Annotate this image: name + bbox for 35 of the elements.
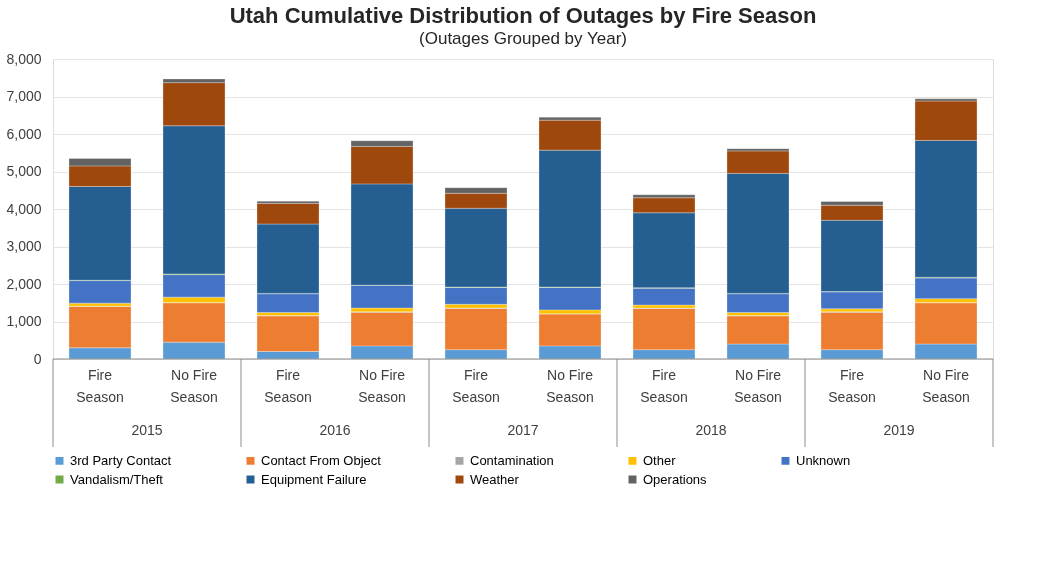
legend-label: Unknown (796, 452, 851, 468)
legend-label: Contact From Object (261, 452, 382, 468)
legend-label: Equipment Failure (261, 471, 367, 487)
y-tick-label: 5,000 (6, 163, 42, 179)
x-tick-label: No Fire Season (170, 367, 218, 405)
text: 2015 (131, 422, 163, 438)
text: 2019 (883, 422, 915, 438)
x-tick-label: Fire Season (640, 367, 688, 405)
legend-label: Weather (470, 471, 520, 487)
legend-label: Other (643, 452, 677, 468)
y-tick-label: 2,000 (6, 275, 42, 292)
y-tick-label: 0 (33, 350, 42, 367)
text: 2016 (319, 422, 351, 438)
legend-label: 3rd Party Contact (70, 452, 172, 468)
chart-title: Utah Cumulative Distribution of Outages by Fire Season (229, 3, 817, 28)
x-tick-label: Fire Season (264, 367, 312, 405)
y-tick-label: 3,000 (6, 238, 42, 254)
text: 2018 (695, 422, 727, 438)
y-tick-label: 1,000 (6, 313, 42, 329)
x-tick-label: No Fire Season (734, 367, 782, 405)
x-tick-label: Fire Season (828, 367, 876, 405)
text: 2017 (507, 422, 539, 438)
y-tick-label: 8,000 (6, 50, 42, 67)
chart-subtitle: (Outages Grouped by Year) (419, 29, 627, 48)
legend-label: Vandalism/Theft (70, 471, 164, 487)
x-tick-label: Fire Season (452, 367, 500, 405)
y-tick-label: 6,000 (6, 125, 42, 142)
y-tick-label: 7,000 (6, 88, 42, 104)
x-tick-label: No Fire Season (358, 367, 406, 405)
y-tick-label: 4,000 (6, 200, 42, 217)
x-tick-label: Fire Season (76, 367, 124, 405)
legend-label: Operations (643, 471, 708, 487)
x-tick-label: No Fire Season (922, 367, 970, 405)
x-tick-label: No Fire Season (546, 367, 594, 405)
legend-label: Contamination (470, 452, 554, 468)
